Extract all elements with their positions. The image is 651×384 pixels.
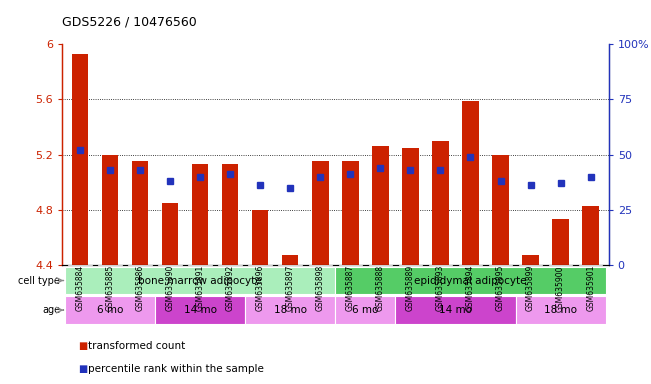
Bar [161,203,178,265]
Text: GSM635899: GSM635899 [526,265,535,311]
Bar [492,155,509,265]
Text: GDS5226 / 10476560: GDS5226 / 10476560 [62,16,197,29]
FancyBboxPatch shape [459,265,482,266]
Bar [192,164,208,265]
Text: 14 mo: 14 mo [184,305,217,315]
FancyBboxPatch shape [339,265,362,266]
FancyBboxPatch shape [155,296,245,324]
Text: ■: ■ [78,364,87,374]
Text: 6 mo: 6 mo [352,305,378,315]
Text: 14 mo: 14 mo [439,305,472,315]
Text: GSM635891: GSM635891 [195,265,204,311]
Text: GSM635900: GSM635900 [556,265,565,311]
Text: GSM635886: GSM635886 [135,265,145,311]
FancyBboxPatch shape [516,296,605,324]
FancyBboxPatch shape [489,265,512,266]
Text: cell type: cell type [18,275,61,286]
FancyBboxPatch shape [218,265,242,266]
FancyBboxPatch shape [279,265,302,266]
FancyBboxPatch shape [65,296,155,324]
Bar [312,161,329,265]
Text: GSM635884: GSM635884 [76,265,85,311]
FancyBboxPatch shape [519,265,542,266]
FancyBboxPatch shape [309,265,332,266]
Bar [282,255,298,265]
Bar [402,148,419,265]
Bar [522,255,539,265]
FancyBboxPatch shape [188,265,212,266]
Text: GSM635895: GSM635895 [496,265,505,311]
FancyBboxPatch shape [368,265,392,266]
FancyBboxPatch shape [395,296,516,324]
Bar [583,205,599,265]
Text: percentile rank within the sample: percentile rank within the sample [88,364,264,374]
FancyBboxPatch shape [68,265,92,266]
Text: ■: ■ [78,341,87,351]
FancyBboxPatch shape [249,265,272,266]
FancyBboxPatch shape [398,265,422,266]
Bar [432,141,449,265]
Text: bone marrow adipocyte: bone marrow adipocyte [138,275,262,286]
Bar [462,101,478,265]
Bar [372,146,389,265]
Text: GSM635892: GSM635892 [226,265,234,311]
Text: GSM635889: GSM635889 [406,265,415,311]
FancyBboxPatch shape [335,296,395,324]
Bar [552,219,569,265]
Text: 18 mo: 18 mo [273,305,307,315]
Text: GSM635896: GSM635896 [256,265,265,311]
Bar [102,155,118,265]
FancyBboxPatch shape [158,265,182,266]
Text: GSM635901: GSM635901 [586,265,595,311]
Text: GSM635890: GSM635890 [165,265,174,311]
FancyBboxPatch shape [579,265,602,266]
Text: GSM635894: GSM635894 [466,265,475,311]
FancyBboxPatch shape [549,265,572,266]
Text: transformed count: transformed count [88,341,185,351]
FancyBboxPatch shape [98,265,122,266]
FancyBboxPatch shape [335,266,605,294]
FancyBboxPatch shape [429,265,452,266]
Text: GSM635893: GSM635893 [436,265,445,311]
Bar [222,164,238,265]
Bar [132,161,148,265]
Bar [72,54,88,265]
Text: GSM635898: GSM635898 [316,265,325,311]
Bar [252,210,268,265]
Text: epididymal adipocyte: epididymal adipocyte [414,275,527,286]
Bar [342,161,359,265]
FancyBboxPatch shape [65,266,335,294]
FancyBboxPatch shape [245,296,335,324]
Text: 18 mo: 18 mo [544,305,577,315]
Text: GSM635887: GSM635887 [346,265,355,311]
Text: age: age [42,305,61,315]
Text: GSM635897: GSM635897 [286,265,295,311]
Text: GSM635885: GSM635885 [105,265,115,311]
Text: GSM635888: GSM635888 [376,265,385,311]
Text: 6 mo: 6 mo [97,305,123,315]
FancyBboxPatch shape [128,265,152,266]
